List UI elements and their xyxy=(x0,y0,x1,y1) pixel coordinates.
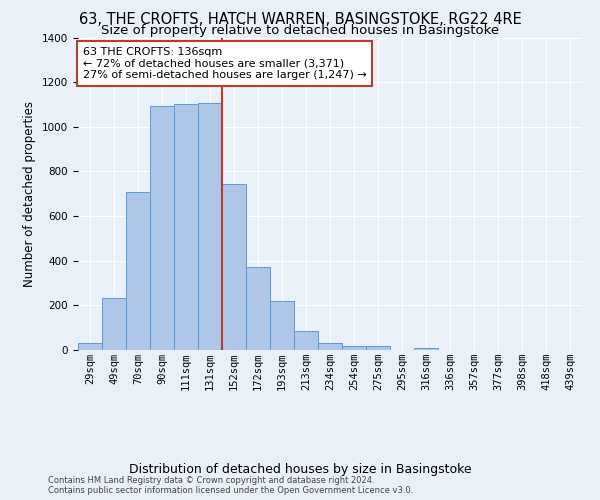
Bar xyxy=(342,346,366,350)
Bar xyxy=(246,268,270,350)
Text: Distribution of detached houses by size in Basingstoke: Distribution of detached houses by size … xyxy=(128,462,472,475)
Text: 63, THE CROFTS, HATCH WARREN, BASINGSTOKE, RG22 4RE: 63, THE CROFTS, HATCH WARREN, BASINGSTOK… xyxy=(79,12,521,28)
Bar xyxy=(150,106,174,350)
Bar xyxy=(414,348,438,350)
Text: Contains HM Land Registry data © Crown copyright and database right 2024.: Contains HM Land Registry data © Crown c… xyxy=(48,476,374,485)
Bar xyxy=(198,104,222,350)
Text: Size of property relative to detached houses in Basingstoke: Size of property relative to detached ho… xyxy=(101,24,499,37)
Bar xyxy=(174,104,198,350)
Bar xyxy=(294,331,318,350)
Bar xyxy=(102,298,126,350)
Bar xyxy=(126,192,150,350)
Bar xyxy=(270,301,294,350)
Y-axis label: Number of detached properties: Number of detached properties xyxy=(23,101,37,287)
Bar xyxy=(366,346,390,350)
Bar xyxy=(318,344,342,350)
Text: 63 THE CROFTS: 136sqm
← 72% of detached houses are smaller (3,371)
27% of semi-d: 63 THE CROFTS: 136sqm ← 72% of detached … xyxy=(83,47,367,80)
Bar xyxy=(222,184,246,350)
Bar xyxy=(78,344,102,350)
Text: Contains public sector information licensed under the Open Government Licence v3: Contains public sector information licen… xyxy=(48,486,413,495)
